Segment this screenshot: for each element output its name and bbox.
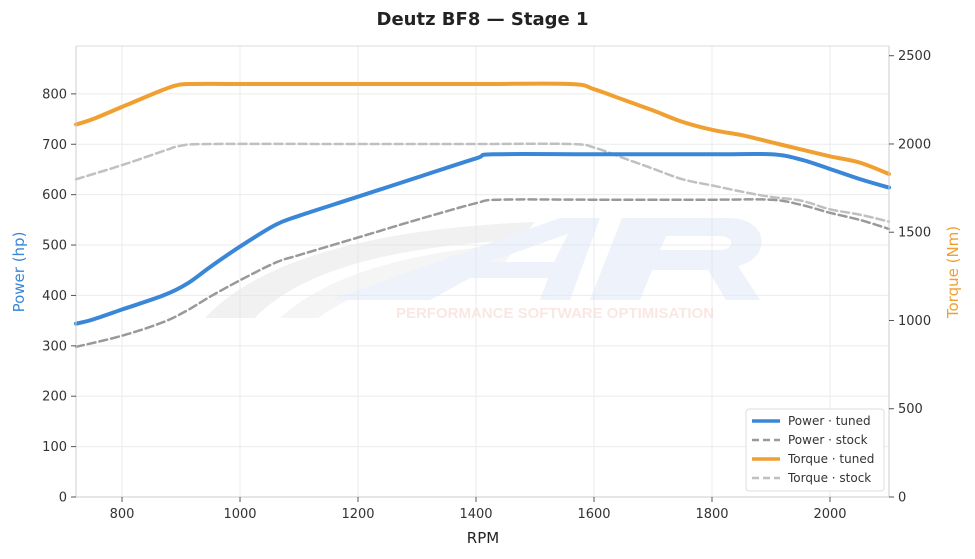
legend-label-power-tuned: Power · tuned: [788, 414, 871, 428]
x-tick-label: 1200: [341, 507, 374, 522]
y-left-tick-label: 200: [42, 390, 67, 405]
series-layer: [74, 81, 891, 349]
legend-label-torque-stock: Torque · stock: [787, 471, 871, 485]
y-left-tick-label: 300: [42, 339, 67, 354]
y-left-tick-label: 700: [42, 138, 67, 153]
watermark-logo: PERFORMANCE SOFTWARE OPTIMISATION: [205, 218, 762, 322]
y-right-tick-label: 500: [898, 402, 923, 417]
series-line-power-stock: [74, 198, 891, 349]
x-tick-label: 800: [110, 507, 135, 522]
y-right-tick-label: 1500: [898, 226, 931, 241]
y-right-tick-label: 2000: [898, 137, 931, 152]
y-left-tick-label: 600: [42, 188, 67, 203]
y-right-tick-label: 1000: [898, 314, 931, 329]
y-axis-right-label: Torque (Nm): [944, 226, 962, 319]
x-tick-label: 2000: [813, 507, 846, 522]
series-line-torque-tuned: [74, 81, 891, 176]
y-right-tick-label: 2500: [898, 49, 931, 64]
x-tick-label: 1400: [459, 507, 492, 522]
y-left-tick-label: 100: [42, 440, 67, 455]
x-tick-label: 1800: [695, 507, 728, 522]
chart-title: Deutz BF8 — Stage 1: [376, 9, 589, 30]
legend-box: [745, 408, 885, 492]
y-left-tick-label: 400: [42, 289, 67, 304]
y-right-tick-label: 0: [898, 491, 906, 506]
y-left-tick-label: 800: [42, 87, 67, 102]
legend: Power · tuned Power · stock Torque · tun…: [745, 408, 885, 492]
y-left-tick-label: 0: [59, 491, 67, 506]
x-tick-label: 1600: [577, 507, 610, 522]
axes-layer: [75, 45, 890, 498]
x-axis-label: RPM: [467, 529, 499, 547]
x-tick-label: 1000: [223, 507, 256, 522]
y-axis-left-label: Power (hp): [10, 232, 28, 313]
watermark-text: PERFORMANCE SOFTWARE OPTIMISATION: [396, 305, 714, 322]
legend-label-power-stock: Power · stock: [788, 433, 868, 447]
y-left-tick-label: 500: [42, 239, 67, 254]
legend-label-torque-tuned: Torque · tuned: [787, 452, 874, 466]
series-line-power-tuned: [74, 151, 891, 326]
ticks-layer: 800 1000 1200 1400 1600 1800 2000 0 100 200 300 400…: [42, 49, 931, 522]
